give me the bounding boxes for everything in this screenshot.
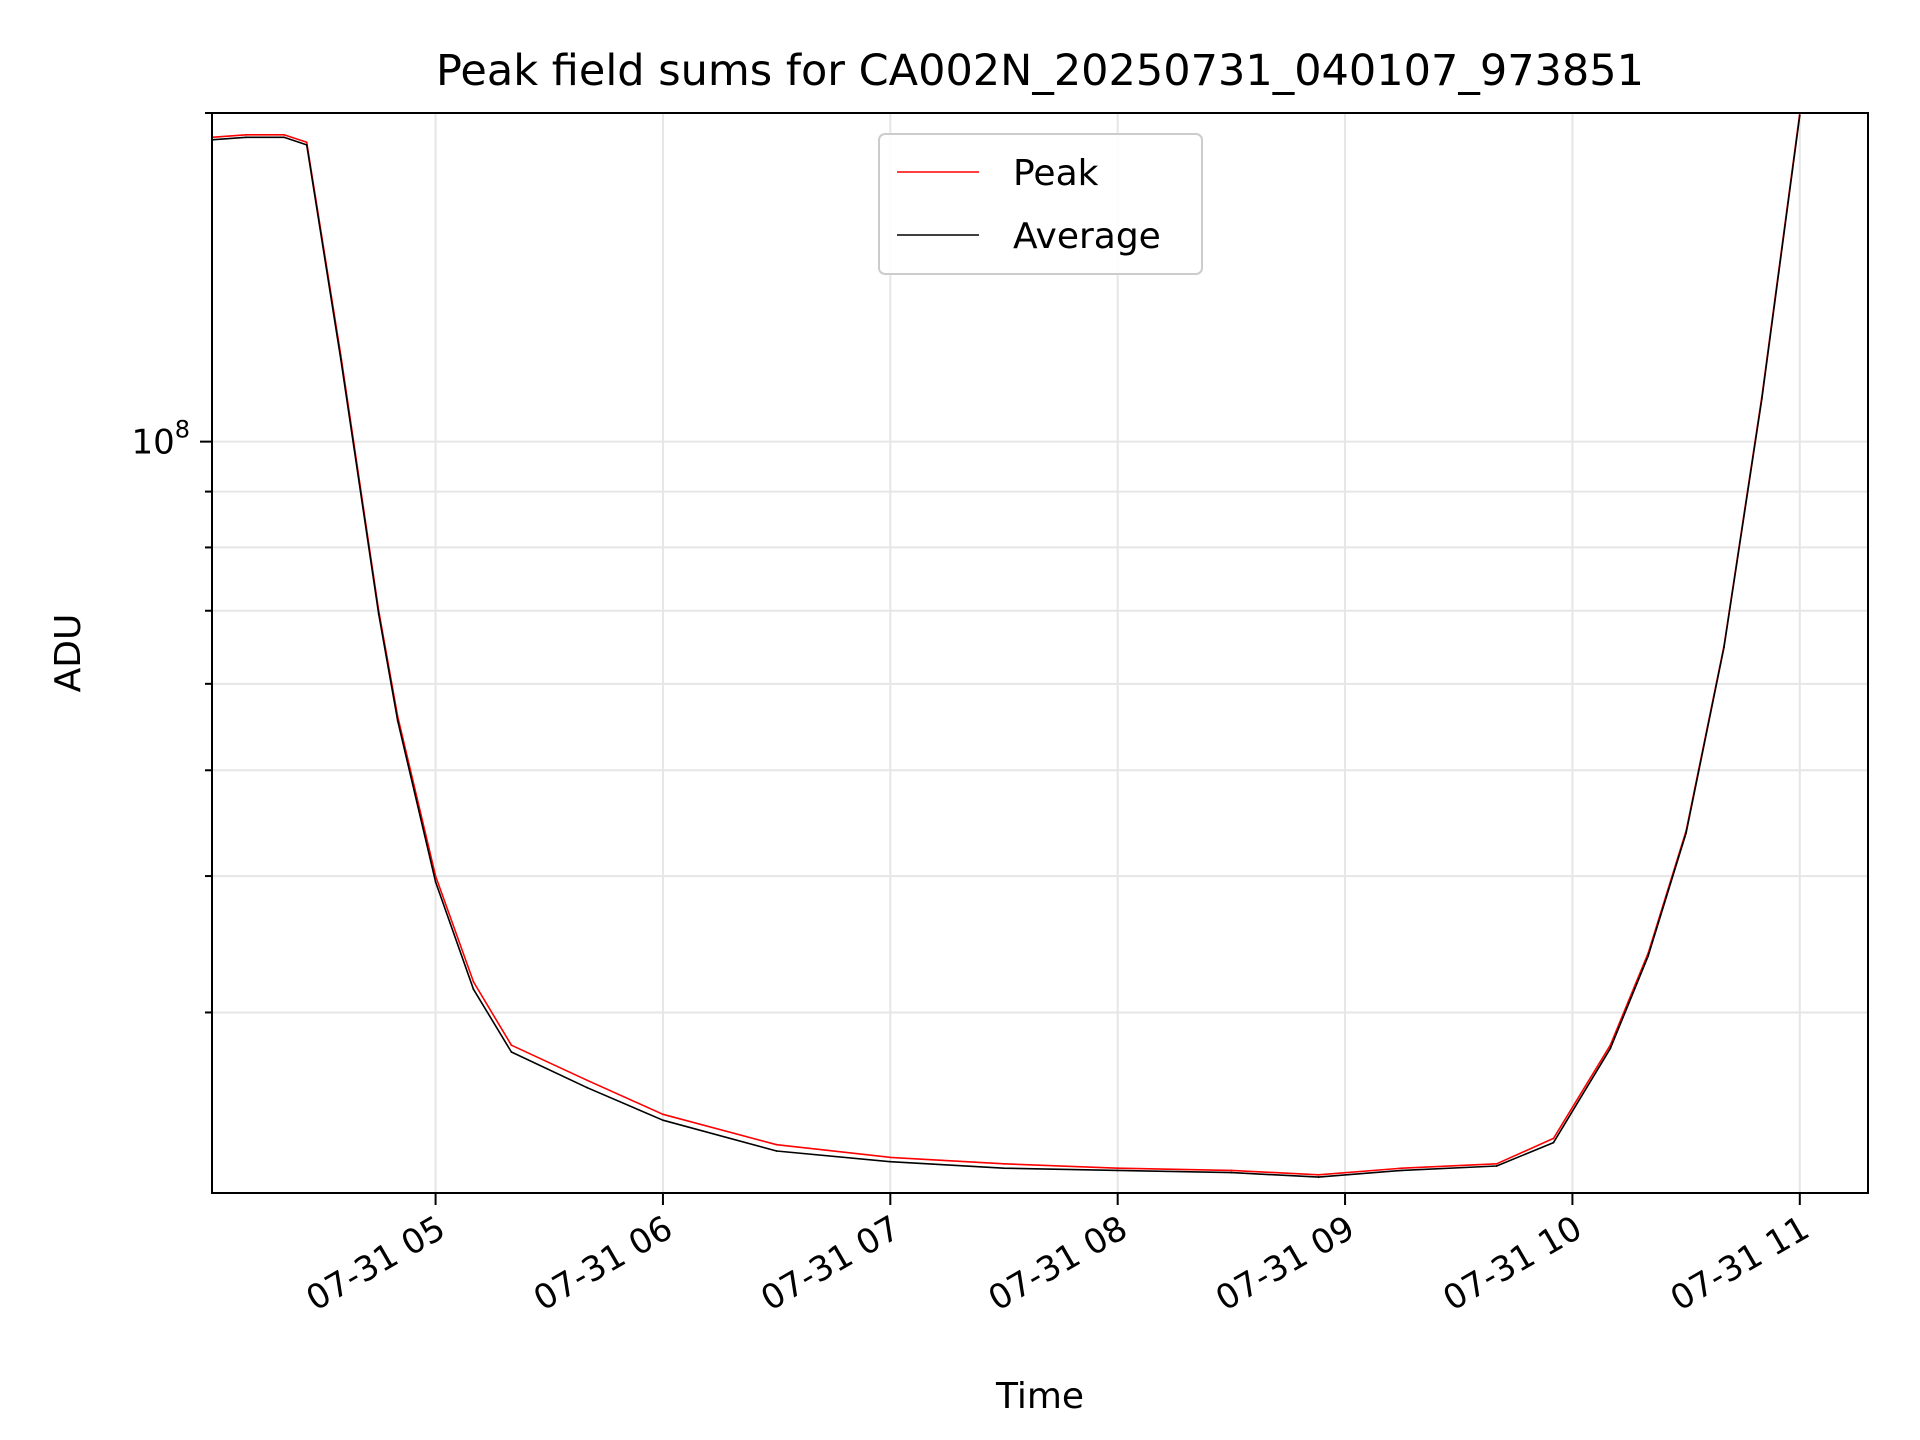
data-point — [510, 1044, 513, 1047]
data-point — [775, 1150, 778, 1152]
data-point — [472, 980, 475, 983]
data-point — [377, 613, 380, 616]
data-point — [662, 1119, 664, 1122]
data-point — [305, 141, 308, 144]
data-point — [1230, 1169, 1233, 1172]
data-point — [1003, 1162, 1005, 1165]
data-point — [1003, 1167, 1005, 1170]
data-point — [434, 881, 437, 883]
y-axis-title: ADU — [48, 614, 89, 693]
data-point — [339, 358, 342, 361]
data-point — [1798, 114, 1801, 117]
data-point — [245, 136, 248, 139]
data-point — [1400, 1167, 1403, 1170]
legend-label-average: Average — [1013, 216, 1161, 257]
data-point — [396, 719, 399, 722]
data-point — [1495, 1165, 1498, 1167]
data-point — [1116, 1169, 1119, 1172]
data-point — [1609, 1047, 1612, 1050]
data-point — [1400, 1169, 1403, 1172]
data-point — [245, 133, 248, 136]
data-point — [1723, 646, 1725, 649]
grid — [212, 112, 1868, 1193]
legend: Peak Average — [878, 133, 1203, 275]
data-point — [1552, 1141, 1555, 1144]
data-point — [586, 1079, 589, 1082]
x-tick-label: 07-31 06 — [527, 1208, 679, 1319]
data-point — [1317, 1173, 1320, 1176]
x-tick-label: 07-31 07 — [754, 1208, 906, 1319]
y-tick-label: 108 — [131, 416, 190, 463]
x-tick-label: 07-31 10 — [1437, 1208, 1589, 1319]
data-point — [305, 143, 308, 146]
data-point — [1685, 832, 1688, 834]
data-point — [889, 1156, 892, 1159]
x-tick-label: 07-31 05 — [300, 1208, 452, 1319]
x-tick-label: 07-31 11 — [1664, 1208, 1816, 1319]
series-layer — [211, 112, 1801, 1178]
data-point — [472, 988, 475, 991]
data-point — [662, 1113, 664, 1116]
data-point — [510, 1051, 513, 1053]
data-point — [1552, 1137, 1555, 1140]
data-point — [1230, 1171, 1233, 1174]
data-point — [889, 1160, 892, 1163]
legend-box — [878, 133, 1203, 275]
data-point — [775, 1143, 778, 1146]
data-point — [1317, 1176, 1320, 1178]
legend-label-peak: Peak — [1013, 153, 1099, 194]
data-point — [1760, 397, 1763, 400]
data-point — [283, 136, 285, 139]
axis-ticks: 07-31 05 07-31 06 07-31 07 07-31 08 07-31 09… — [131, 112, 1816, 1319]
data-point — [283, 133, 285, 136]
plot-frame — [211, 112, 1869, 1194]
x-tick-label: 07-31 09 — [1209, 1208, 1361, 1319]
data-point — [1116, 1167, 1119, 1170]
data-point — [1647, 955, 1650, 957]
data-point — [1495, 1162, 1498, 1165]
chart-title: Peak field sums for CA002N_20250731_0401… — [436, 46, 1644, 96]
x-axis-title: Time — [995, 1376, 1084, 1417]
data-point — [586, 1086, 589, 1089]
x-tick-label: 07-31 08 — [982, 1208, 1134, 1319]
